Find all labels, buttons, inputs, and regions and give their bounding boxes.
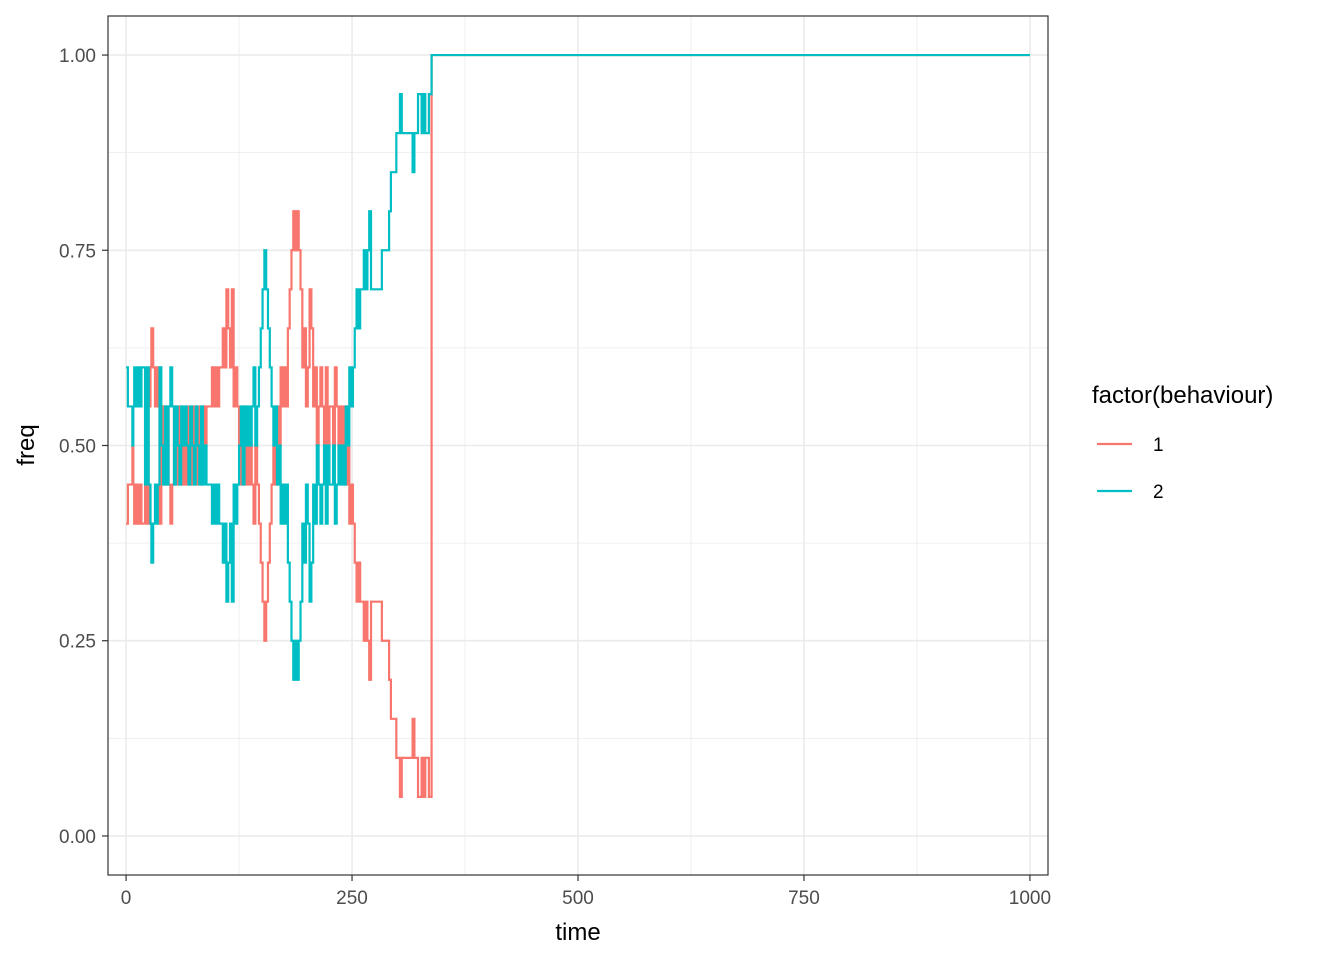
y-tick-label: 0.75	[59, 241, 96, 262]
y-tick-label: 0.00	[59, 827, 96, 848]
legend-title: factor(behaviour)	[1092, 382, 1273, 409]
y-tick-label: 0.50	[59, 437, 96, 458]
major-gridlines	[108, 16, 1048, 875]
legend: factor(behaviour) 12	[1092, 382, 1273, 503]
x-tick-label: 250	[336, 888, 368, 909]
series-lines	[126, 53, 1030, 799]
y-tick-label: 1.00	[59, 46, 96, 67]
x-tick-label: 1000	[1009, 888, 1051, 909]
legend-items: 12	[1097, 435, 1164, 503]
x-axis-title: time	[555, 919, 600, 946]
x-tick-label: 0	[121, 888, 132, 909]
legend-label-2: 2	[1153, 482, 1164, 503]
series-line-2	[126, 53, 1030, 681]
y-tick-label: 0.25	[59, 632, 96, 653]
x-tick-label: 500	[562, 888, 594, 909]
y-axis-ticks: 0.00 0.25 0.50 0.75 1.00	[59, 46, 108, 848]
y-axis-title: freq	[13, 424, 40, 465]
x-axis-ticks: 0 250 500 750 1000	[121, 875, 1051, 909]
legend-label-1: 1	[1153, 435, 1164, 456]
x-tick-label: 750	[788, 888, 820, 909]
